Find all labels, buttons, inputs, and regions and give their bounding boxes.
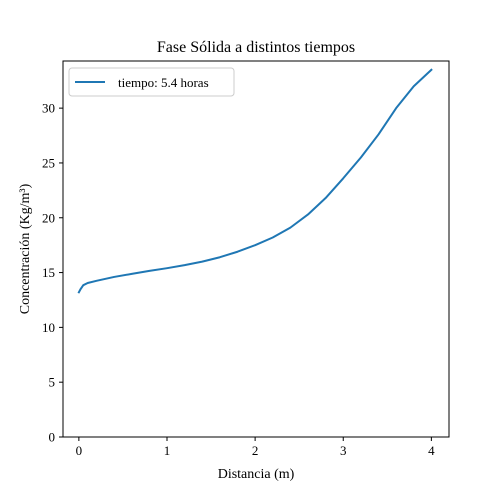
x-tick-label: 0 <box>76 443 83 458</box>
legend-box <box>68 67 235 97</box>
x-axis: 0 1 2 3 4 <box>76 437 435 458</box>
plot-area <box>77 68 433 294</box>
y-axis-label: Concentración (Kg/m³) <box>18 183 33 314</box>
y-tick-label: 15 <box>42 265 55 280</box>
x-tick-label: 2 <box>252 443 259 458</box>
x-tick-label: 3 <box>340 443 347 458</box>
chart-title: Fase Sólida a distintos tiempos <box>157 39 355 56</box>
y-tick-label: 25 <box>42 155 55 170</box>
y-tick-label: 5 <box>49 375 56 390</box>
legend-label-tiempo-5-4-horas: tiempo: 5.4 horas <box>118 75 209 90</box>
y-axis: 0 5 10 15 20 25 30 <box>42 101 63 445</box>
x-axis-label: Distancia (m) <box>218 467 295 482</box>
x-tick-label: 1 <box>164 443 171 458</box>
axes-frame <box>62 60 450 438</box>
x-tick-label: 4 <box>428 443 435 458</box>
y-tick-label: 30 <box>42 101 55 116</box>
legend: tiempo: 5.4 horas <box>68 67 235 97</box>
series-line-tiempo-5-4-horas <box>77 68 433 294</box>
y-tick-label: 20 <box>42 210 55 225</box>
y-tick-label: 10 <box>42 320 55 335</box>
y-tick-label: 0 <box>49 430 56 445</box>
